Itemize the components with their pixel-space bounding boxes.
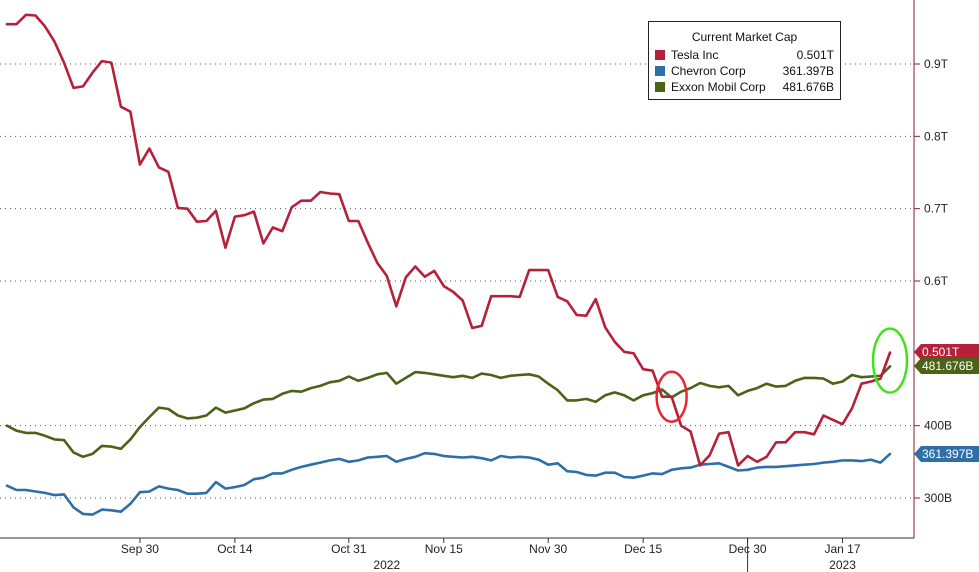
legend-value: 0.501T [796,48,834,62]
axes [0,0,915,539]
legend-swatch-tesla [655,50,665,60]
y-tick-label: 300B [924,491,952,505]
legend-label: Tesla Inc [671,48,719,62]
exxon-line [5,365,892,459]
annotation-circles [655,327,909,423]
legend-swatch-chevron [655,66,665,76]
tag-chevron: 361.397B [914,446,979,462]
y-tick-label: 400B [924,419,952,433]
tag-background [914,446,979,462]
legend-item-tesla: Tesla Inc 0.501T [655,47,834,63]
legend-item-exxon: Exxon Mobil Corp 481.676B [655,79,834,95]
legend-item-chevron: Chevron Corp 361.397B [655,63,834,79]
x-tick-label: Nov 15 [425,542,463,556]
grid-lines [0,63,914,499]
x-tick-label: Oct 31 [331,542,367,556]
legend-value: 361.397B [782,64,834,78]
x-tick-label: Jan 17 [825,542,861,556]
year-label: 2022 [373,558,400,572]
series-lines [5,13,892,516]
tag-background [914,358,979,374]
legend: Current Market Cap Tesla Inc 0.501T Chev… [648,21,841,100]
year-label: 2023 [829,558,856,572]
end-value-tags: 0.501T 361.397B 481.676B [914,344,979,462]
x-tick-label: Dec 15 [624,542,662,556]
tesla-line [5,13,892,467]
y-tick-label: 0.6T [924,274,949,288]
y-tick-label: 0.8T [924,129,949,143]
legend-label: Exxon Mobil Corp [671,80,766,94]
y-axis-ticks: 300B 400B 0.6T 0.7T 0.8T 0.9T [914,57,952,505]
legend-label: Chevron Corp [671,64,746,78]
chevron-line [5,451,892,516]
legend-swatch-exxon [655,82,665,92]
legend-title: Current Market Cap [691,30,798,44]
x-tick-label: Nov 30 [529,542,567,556]
tag-tesla: 0.501T [914,344,979,360]
x-tick-label: Oct 14 [217,542,253,556]
tag-label: 0.501T [922,345,960,359]
y-tick-label: 0.7T [924,202,949,216]
annotation-ellipse [871,327,909,394]
annotation-ellipse [655,370,688,423]
y-tick-label: 0.9T [924,57,949,71]
legend-value: 481.676B [782,80,834,94]
x-axis-ticks: Sep 30 Oct 14 Oct 31 Nov 15 Nov 30 Dec 15 Dec … [121,538,861,572]
tag-label: 361.397B [922,447,973,461]
tag-background [914,344,979,360]
x-tick-label: Sep 30 [121,542,159,556]
tag-label: 481.676B [922,359,973,373]
tag-exxon: 481.676B [914,358,979,374]
